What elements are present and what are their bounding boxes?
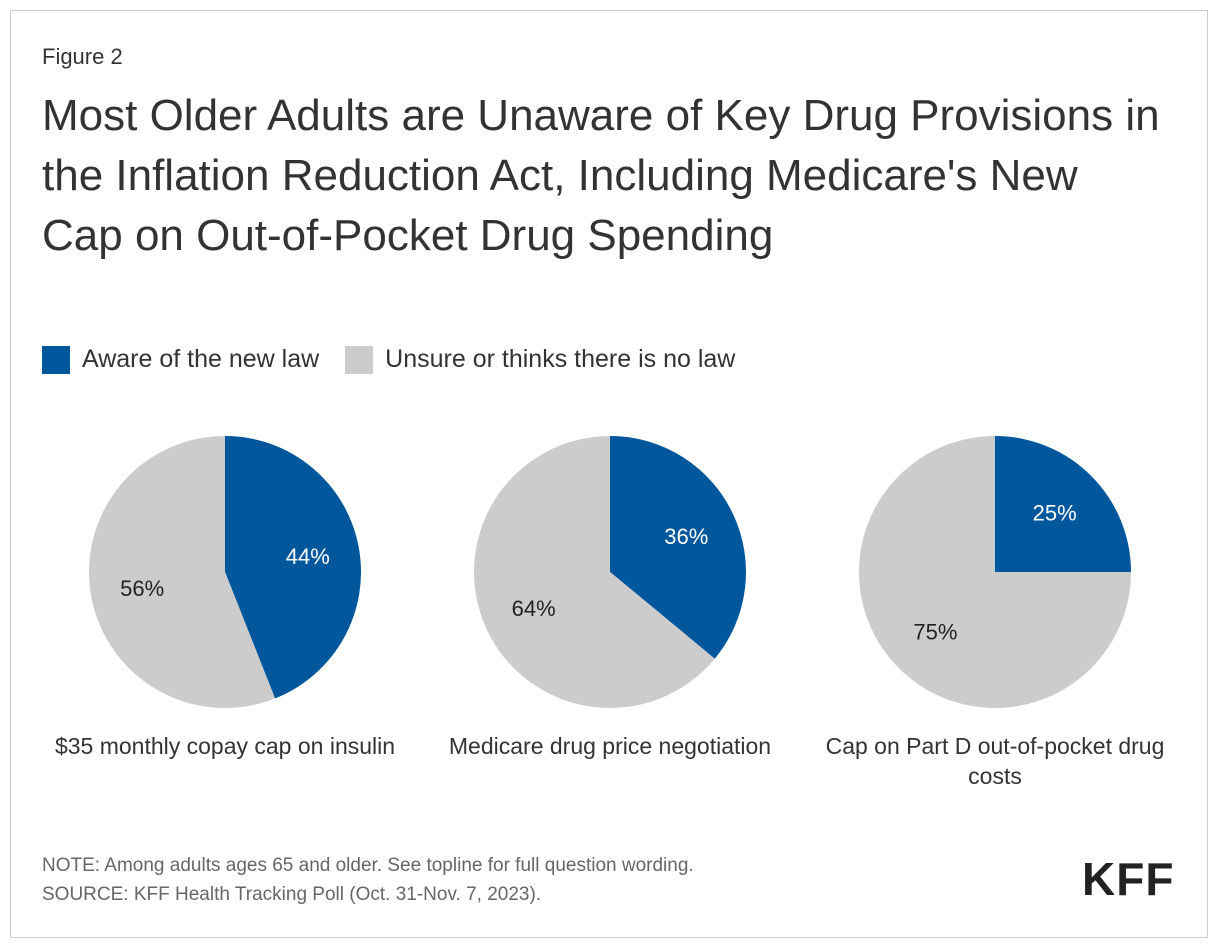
pie-2-label-aware: 36% [664,524,708,549]
notes: NOTE: Among adults ages 65 and older. Se… [42,851,694,909]
pie-caption-partd-cap: Cap on Part D out-of-pocket drug costs [825,733,1165,789]
pie-3-slice-unsure [859,436,1131,708]
chart-title: Most Older Adults are Unaware of Key Dru… [42,91,1160,260]
pie-caption-insulin: $35 monthly copay cap on insulin [54,733,396,759]
figure-frame [10,10,1208,938]
legend-swatch-aware [42,345,70,374]
kff-logo: KFF [1082,853,1175,905]
source-text: SOURCE: KFF Health Tracking Poll (Oct. 3… [42,884,542,905]
legend: Aware of the new law Unsure or thinks th… [42,345,761,374]
pie-1-label-aware: 44% [286,544,330,569]
pie-3-slice-aware [995,436,1131,572]
note-text: NOTE: Among adults ages 65 and older. Se… [42,855,694,876]
figure-label: Figure 2 [42,44,123,69]
legend-item-aware: Aware of the new law [42,345,319,374]
pie-3-label-aware: 25% [1033,500,1077,525]
legend-label-unsure: Unsure or thinks there is no law [385,345,736,373]
legend-item-unsure: Unsure or thinks there is no law [345,345,735,374]
pie-3-label-unsure: 75% [913,620,957,645]
pie-2-slice-aware [610,436,747,659]
legend-label-aware: Aware of the new law [82,345,320,373]
pie-1-label-unsure: 56% [120,576,164,601]
pie-1-slice-aware [225,436,362,699]
pie-2-slice-unsure [474,436,715,709]
pie-1-slice-unsure [89,436,276,708]
pie-2-label-unsure: 64% [512,596,556,621]
pie-caption-negotiation: Medicare drug price negotiation [448,733,772,759]
legend-swatch-unsure [345,345,374,374]
